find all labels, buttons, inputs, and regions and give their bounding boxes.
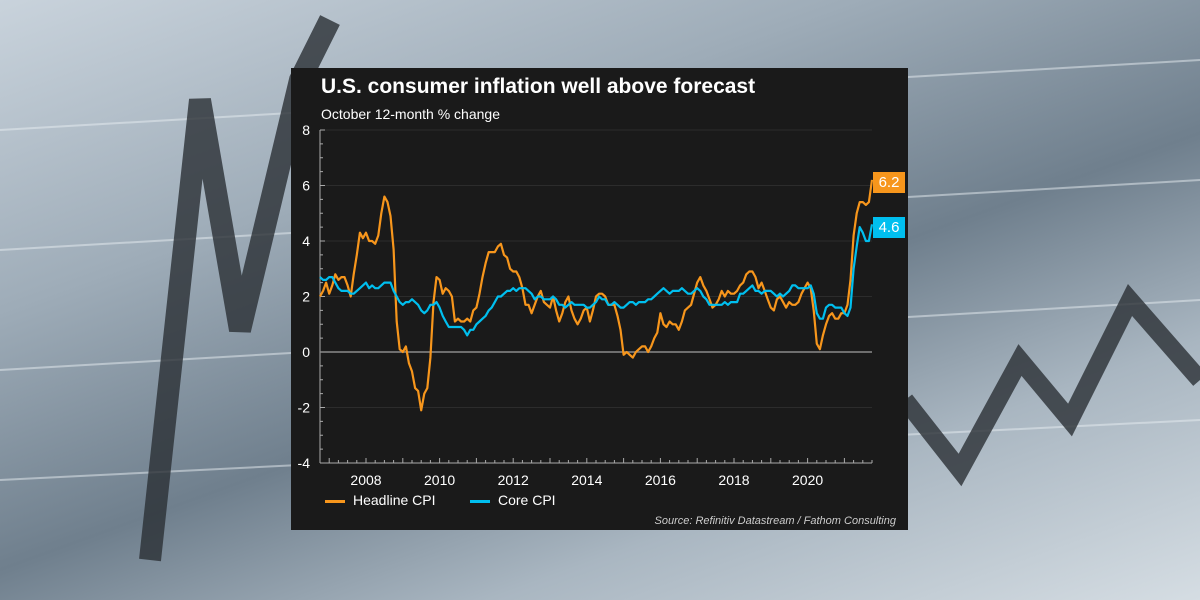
headline-end-label: 6.2 [873, 172, 905, 193]
chart-svg: 8 6 4 2 0 -2 -4 2008 2010 2012 2014 2016 2018 2020 [298, 122, 874, 488]
legend-headline-label: Headline CPI [353, 492, 436, 508]
y-tick-label: 8 [302, 122, 310, 138]
y-tick-label: 6 [302, 178, 310, 194]
y-tick-label: -4 [298, 455, 311, 471]
y-tick-label: 4 [302, 233, 310, 249]
x-tick-label: 2012 [498, 472, 529, 488]
y-tick-label: 2 [302, 289, 310, 305]
x-tick-label: 2018 [718, 472, 749, 488]
x-tick-label: 2020 [792, 472, 823, 488]
x-tick-label: 2016 [645, 472, 676, 488]
y-tick-label: -2 [298, 400, 311, 416]
legend-headline-swatch [325, 500, 345, 503]
core-end-label: 4.6 [873, 217, 905, 238]
headline-cpi-line [319, 179, 874, 412]
legend-core-label: Core CPI [498, 492, 556, 508]
core-cpi-line [319, 224, 874, 337]
chart-panel: 8 6 4 2 0 -2 -4 2008 2010 2012 2014 2016 2018 2020 U.… [291, 68, 908, 530]
x-tick-label: 2010 [424, 472, 455, 488]
x-tick-label: 2008 [350, 472, 381, 488]
y-tick-label: 0 [302, 344, 310, 360]
chart-title: U.S. consumer inflation well above forec… [321, 75, 756, 98]
source-note: Source: Refinitiv Datastream / Fathom Co… [654, 515, 897, 527]
chart-subtitle: October 12-month % change [321, 106, 500, 122]
legend-core-swatch [470, 500, 490, 503]
x-tick-label: 2014 [571, 472, 602, 488]
